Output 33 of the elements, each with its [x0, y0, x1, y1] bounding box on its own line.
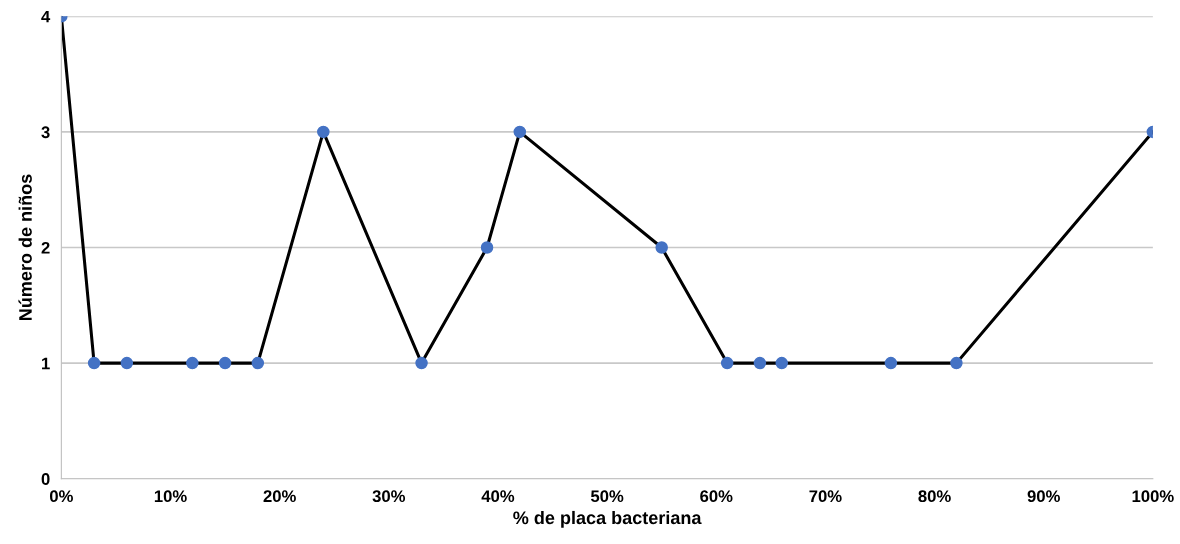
y-tick-label: 3	[41, 126, 50, 139]
y-tick-label: 0	[41, 473, 50, 485]
y-axis-title: Número de niños	[18, 174, 32, 321]
x-tick-label: 80%	[918, 490, 951, 503]
x-tick-label: 10%	[154, 490, 187, 503]
point	[513, 125, 527, 139]
x-tick-label: 40%	[481, 490, 515, 503]
x-tick-label: 50%	[590, 490, 624, 503]
x-axis-title: % de placa bacteriana	[513, 510, 702, 528]
point	[87, 356, 101, 370]
y-tick-label: 4	[41, 10, 51, 23]
point	[317, 125, 330, 139]
x-tick-label: 90%	[1027, 490, 1060, 503]
point	[753, 356, 767, 370]
point	[251, 356, 265, 370]
point	[120, 356, 134, 370]
x-tick-label: 20%	[263, 490, 296, 503]
point	[950, 356, 963, 370]
point	[655, 241, 668, 254]
x-tick-label: 30%	[372, 490, 406, 503]
x-tick-label: 0%	[49, 490, 73, 503]
point	[480, 241, 494, 254]
point	[775, 356, 789, 370]
x-tick-label: 60%	[700, 490, 733, 503]
point	[720, 356, 734, 370]
y-tick-label: 1	[42, 357, 50, 370]
y-tick-label: 2	[41, 241, 50, 254]
x-tick-label: 100%	[1132, 490, 1174, 503]
point	[415, 356, 428, 370]
point	[884, 356, 898, 370]
point	[186, 356, 199, 370]
x-tick-label: 70%	[809, 490, 842, 503]
point	[218, 356, 232, 370]
